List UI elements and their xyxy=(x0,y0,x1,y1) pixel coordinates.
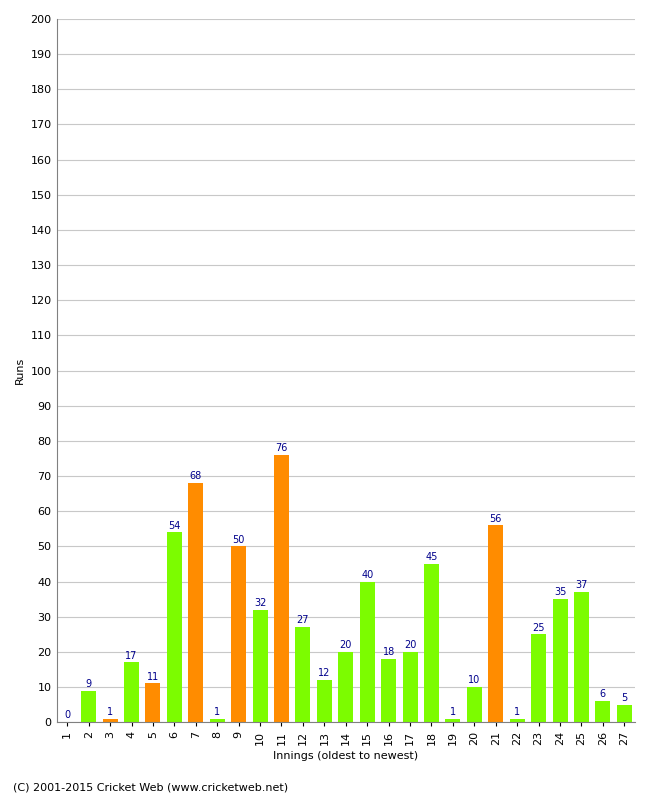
Text: (C) 2001-2015 Cricket Web (www.cricketweb.net): (C) 2001-2015 Cricket Web (www.cricketwe… xyxy=(13,782,288,792)
Bar xyxy=(103,718,118,722)
Text: 37: 37 xyxy=(575,580,588,590)
Text: 25: 25 xyxy=(532,622,545,633)
Bar xyxy=(146,683,161,722)
Text: 40: 40 xyxy=(361,570,373,580)
Text: 27: 27 xyxy=(296,615,309,626)
Text: 35: 35 xyxy=(554,587,566,598)
Bar xyxy=(574,592,589,722)
Text: 1: 1 xyxy=(450,707,456,717)
X-axis label: Innings (oldest to newest): Innings (oldest to newest) xyxy=(273,751,419,761)
Text: 54: 54 xyxy=(168,521,181,530)
Bar xyxy=(381,659,396,722)
Bar xyxy=(402,652,417,722)
Text: 0: 0 xyxy=(64,710,70,721)
Text: 10: 10 xyxy=(468,675,480,686)
Text: 17: 17 xyxy=(125,650,138,661)
Bar xyxy=(595,701,610,722)
Text: 6: 6 xyxy=(600,690,606,699)
Bar xyxy=(552,599,567,722)
Text: 76: 76 xyxy=(276,443,288,454)
Text: 1: 1 xyxy=(214,707,220,717)
Text: 20: 20 xyxy=(339,640,352,650)
Bar xyxy=(531,634,546,722)
Text: 1: 1 xyxy=(514,707,520,717)
Text: 12: 12 xyxy=(318,668,331,678)
Bar xyxy=(467,687,482,722)
Bar xyxy=(338,652,353,722)
Bar xyxy=(617,705,632,722)
Bar xyxy=(445,718,460,722)
Bar xyxy=(274,455,289,722)
Text: 18: 18 xyxy=(382,647,395,657)
Text: 11: 11 xyxy=(147,672,159,682)
Text: 20: 20 xyxy=(404,640,416,650)
Bar xyxy=(488,526,503,722)
Text: 1: 1 xyxy=(107,707,113,717)
Bar xyxy=(510,718,525,722)
Bar xyxy=(124,662,139,722)
Bar xyxy=(295,627,311,722)
Bar xyxy=(210,718,225,722)
Bar xyxy=(231,546,246,722)
Bar xyxy=(359,582,374,722)
Bar xyxy=(81,690,96,722)
Text: 9: 9 xyxy=(86,678,92,689)
Text: 68: 68 xyxy=(190,471,202,482)
Text: 32: 32 xyxy=(254,598,266,608)
Text: 50: 50 xyxy=(233,534,245,545)
Bar xyxy=(424,564,439,722)
Text: 45: 45 xyxy=(425,552,437,562)
Bar xyxy=(188,483,203,722)
Text: 56: 56 xyxy=(489,514,502,523)
Bar xyxy=(167,532,182,722)
Text: 5: 5 xyxy=(621,693,627,703)
Bar xyxy=(253,610,268,722)
Y-axis label: Runs: Runs xyxy=(15,357,25,384)
Bar xyxy=(317,680,332,722)
